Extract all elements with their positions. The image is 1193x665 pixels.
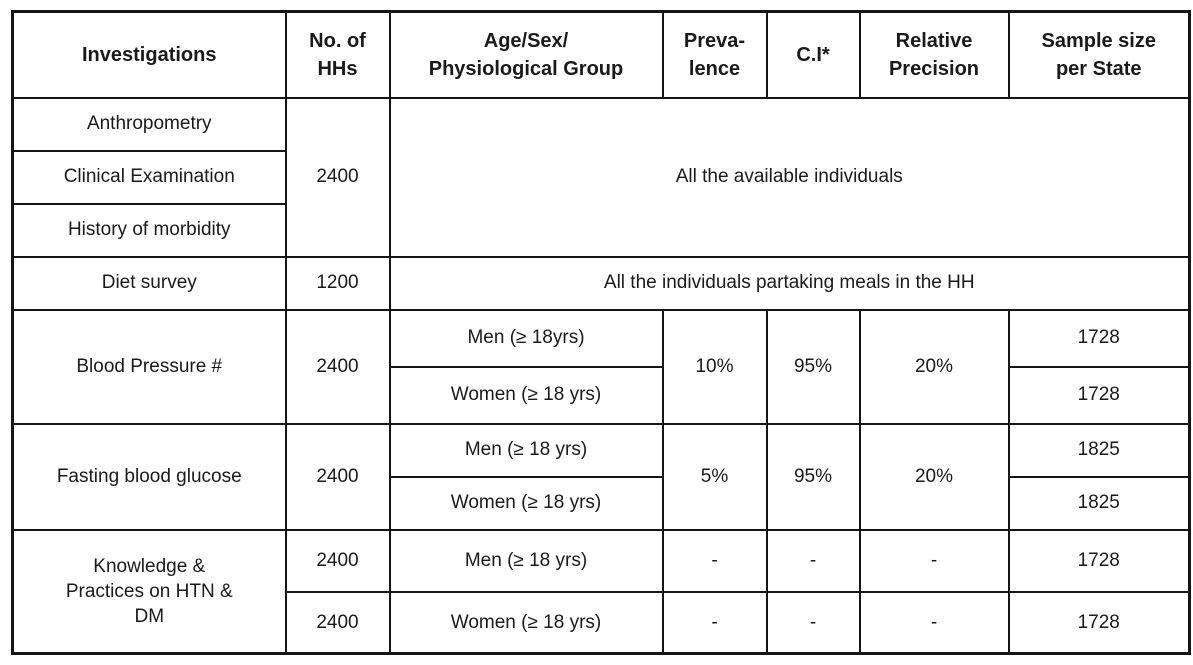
cell-ci-knowledge-men: - (765, 528, 861, 593)
cell-hhs-knowledge-women: 2400 (284, 590, 391, 655)
cell-hhs-anthropometry-group: 2400 (284, 96, 391, 258)
cell-relative-precision-fasting-glucose: 20% (858, 422, 1010, 531)
cell-prevalence-knowledge-women: - (661, 590, 768, 655)
cell-relative-precision-blood-pressure: 20% (858, 308, 1010, 425)
survey-sampling-table: Investigations No. of HHs Age/Sex/ Physi… (11, 10, 1191, 655)
row-diet-survey: Diet survey 1200 All the individuals par… (11, 255, 1191, 311)
cell-population-anthropometry-group: All the available individuals (388, 96, 1191, 258)
cell-sample-fbg-men: 1825 (1007, 422, 1191, 478)
cell-hhs-blood-pressure: 2400 (284, 308, 391, 425)
cell-investigation-anthropometry: Anthropometry (11, 96, 287, 152)
cell-prevalence-knowledge-men: - (661, 528, 768, 593)
cell-investigation-history-of-morbidity: History of morbidity (11, 202, 287, 258)
row-history-of-morbidity: History of morbidity (11, 202, 1190, 258)
cell-hhs-knowledge-men: 2400 (284, 528, 391, 593)
col-header-investigations: Investigations (11, 10, 287, 99)
header-row: Investigations No. of HHs Age/Sex/ Physi… (11, 10, 1191, 99)
cell-prevalence-blood-pressure: 10% (661, 308, 768, 425)
row-blood-pressure-men: Blood Pressure # 2400 Men (≥ 18yrs) 10% … (11, 308, 1191, 425)
cell-investigation-blood-pressure: Blood Pressure # (11, 308, 287, 425)
row-fasting-glucose-men: Fasting blood glucose 2400 Men (≥ 18 yrs… (11, 422, 1191, 531)
cell-hhs-diet-survey: 1200 (284, 255, 391, 311)
cell-group-knowledge-women: Women (≥ 18 yrs) (388, 590, 664, 655)
cell-sample-bp-women: 1728 (1007, 365, 1191, 425)
cell-ci-knowledge-women: - (765, 590, 861, 655)
row-blood-pressure-women: Women (≥ 18 yrs) 1728 (13, 365, 1191, 425)
cell-group-knowledge-men: Men (≥ 18 yrs) (388, 528, 664, 593)
row-anthropometry: Anthropometry 2400 All the available ind… (11, 96, 1191, 258)
cell-relative-precision-knowledge-men: - (858, 528, 1010, 593)
col-header-age-sex-group: Age/Sex/ Physiological Group (388, 10, 664, 99)
col-header-ci: C.I* (765, 10, 861, 99)
col-header-relative-precision: Relative Precision (858, 10, 1010, 99)
cell-sample-bp-men: 1728 (1007, 308, 1191, 368)
cell-investigation-diet-survey: Diet survey (11, 255, 287, 311)
cell-group-bp-women: Women (≥ 18 yrs) (388, 365, 664, 425)
col-header-prevalence: Preva- lence (661, 10, 768, 99)
col-header-sample-size: Sample size per State (1007, 10, 1191, 99)
cell-sample-fbg-women: 1825 (1007, 475, 1191, 531)
cell-sample-knowledge-men: 1728 (1007, 528, 1191, 593)
cell-relative-precision-knowledge-women: - (858, 590, 1010, 655)
row-clinical-examination: Clinical Examination (11, 149, 1190, 205)
cell-investigation-fasting-glucose: Fasting blood glucose (11, 422, 287, 531)
cell-prevalence-fasting-glucose: 5% (661, 422, 768, 531)
cell-investigation-clinical-examination: Clinical Examination (11, 149, 287, 205)
col-header-no-of-hhs: No. of HHs (284, 10, 391, 99)
cell-group-fbg-men: Men (≥ 18 yrs) (388, 422, 664, 478)
cell-ci-blood-pressure: 95% (765, 308, 861, 425)
cell-ci-fasting-glucose: 95% (765, 422, 861, 531)
cell-investigation-knowledge-practices: Knowledge & Practices on HTN & DM (11, 528, 287, 655)
cell-hhs-fasting-glucose: 2400 (284, 422, 391, 531)
cell-sample-knowledge-women: 1728 (1007, 590, 1191, 655)
row-knowledge-women: 2400 Women (≥ 18 yrs) - - - 1728 (13, 590, 1191, 655)
cell-group-bp-men: Men (≥ 18yrs) (388, 308, 664, 368)
cell-population-diet-survey: All the individuals partaking meals in t… (388, 255, 1191, 311)
row-knowledge-men: Knowledge & Practices on HTN & DM 2400 M… (11, 528, 1191, 655)
row-fasting-glucose-women: Women (≥ 18 yrs) 1825 (13, 475, 1191, 531)
cell-group-fbg-women: Women (≥ 18 yrs) (388, 475, 664, 531)
